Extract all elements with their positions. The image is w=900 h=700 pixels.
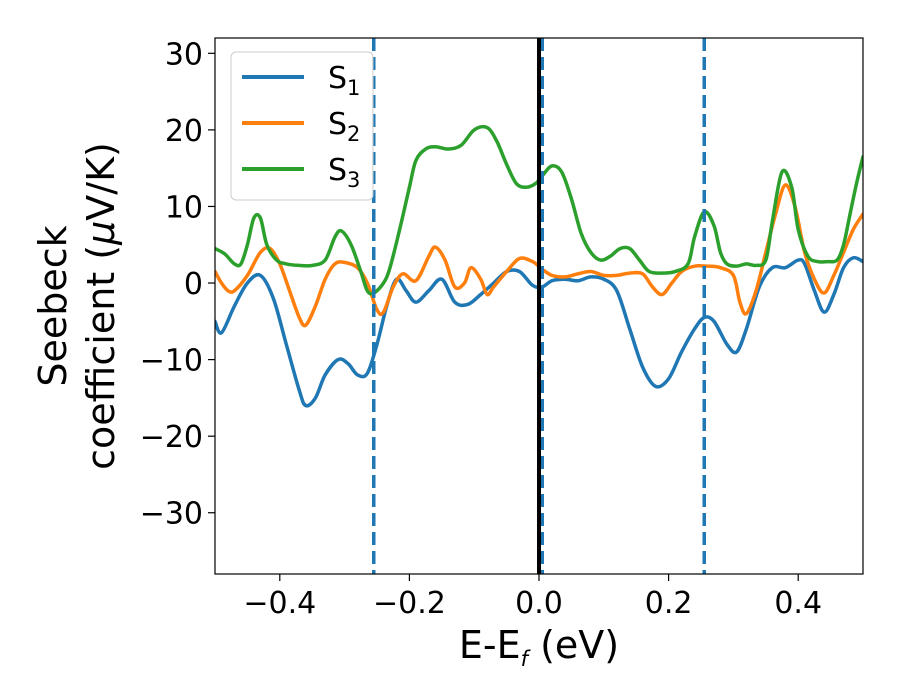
y-tick-label: −30 [140, 497, 203, 532]
legend-label-s3: S3 [328, 153, 360, 192]
y-axis-label: Seebeck coefficient (μV/K) [31, 142, 123, 470]
y-tick-label: −10 [140, 344, 203, 379]
y-tick-label: 20 [165, 114, 203, 149]
y-axis-label-line1: Seebeck [31, 225, 75, 386]
y-tick-label: −20 [140, 420, 203, 455]
x-tick-label: 0.2 [645, 586, 693, 621]
x-axis-label: E-Ef (eV) [459, 623, 619, 671]
legend-label-s2: S2 [328, 107, 360, 146]
x-tick-label: 0.0 [515, 586, 563, 621]
legend-box [230, 51, 374, 201]
plot-data [215, 38, 863, 574]
x-tick-label: −0.4 [243, 586, 316, 621]
y-tick-label: 10 [165, 190, 203, 225]
y-axis-ticks: 30 20 10 0 −10 −20 −30 [140, 37, 215, 532]
y-tick-label: 0 [184, 267, 203, 302]
series-line-s2 [215, 183, 863, 328]
x-axis-ticks: −0.4 −0.2 0.0 0.2 0.4 [243, 574, 822, 621]
legend-label-s1: S1 [328, 61, 360, 100]
x-tick-label: −0.2 [373, 586, 446, 621]
y-axis-label-line2: coefficient (μV/K) [79, 142, 123, 470]
x-tick-label: 0.4 [774, 586, 822, 621]
y-tick-label: 30 [165, 37, 203, 72]
legend: S1 S2 S3 [230, 51, 374, 201]
